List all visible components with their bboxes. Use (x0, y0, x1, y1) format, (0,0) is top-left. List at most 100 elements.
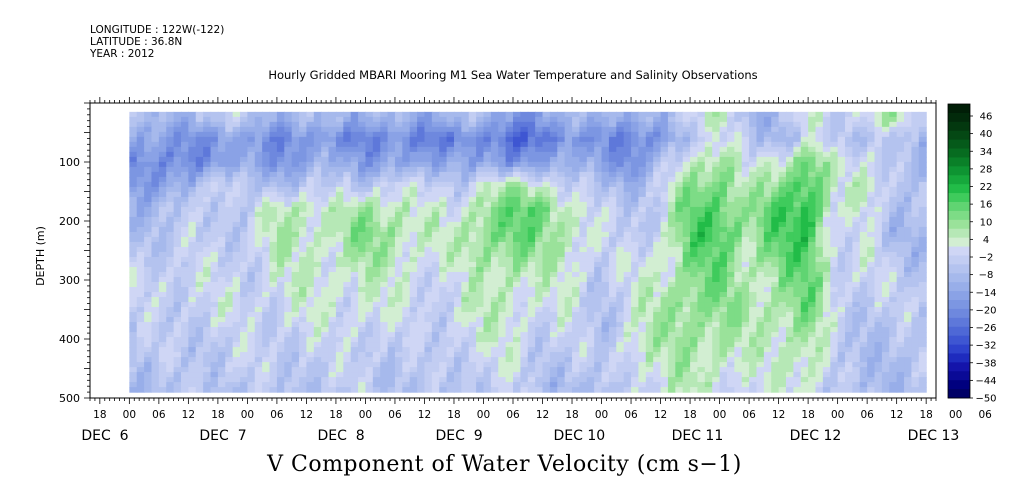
heatmap-cell (262, 136, 271, 143)
heatmap-cell (195, 297, 204, 303)
heatmap-cell (601, 256, 610, 263)
heatmap-cell (586, 166, 595, 173)
heatmap-cell (800, 312, 809, 318)
heatmap-cell (328, 166, 337, 173)
heatmap-cell (557, 136, 566, 143)
heatmap-cell (889, 297, 898, 303)
heatmap-cell (372, 241, 381, 248)
heatmap-cell (756, 126, 765, 133)
heatmap-cell (697, 302, 706, 308)
heatmap-cell (129, 317, 138, 323)
heatmap-cell (372, 317, 381, 323)
heatmap-cell (424, 151, 433, 158)
heatmap-cell (653, 186, 662, 193)
heatmap-cell (623, 176, 632, 183)
heatmap-cell (616, 141, 625, 148)
heatmap-cell (476, 307, 485, 313)
heatmap-cell (505, 121, 514, 128)
heatmap-cell (682, 161, 691, 168)
heatmap-cell (321, 171, 330, 178)
heatmap-cell (741, 206, 750, 213)
heatmap-cell (675, 241, 684, 248)
heatmap-cell (741, 292, 750, 298)
heatmap-cell (505, 141, 514, 148)
heatmap-cell (350, 277, 359, 283)
heatmap-cell (269, 206, 278, 213)
heatmap-cell (653, 337, 662, 343)
heatmap-cell (195, 312, 204, 318)
heatmap-cell (387, 206, 396, 213)
heatmap-cell (232, 271, 241, 278)
heatmap-cell (572, 196, 580, 203)
heatmap-cell (594, 166, 603, 173)
heatmap-cell (601, 116, 610, 123)
heatmap-cell (771, 277, 780, 283)
heatmap-cell (387, 216, 396, 223)
heatmap-cell (845, 161, 853, 168)
heatmap-cell (697, 211, 706, 218)
heatmap-cell (830, 282, 839, 288)
heatmap-cell (387, 126, 396, 133)
heatmap-cell (594, 186, 603, 193)
heatmap-cell (697, 271, 706, 278)
heatmap-cell (800, 201, 809, 208)
heatmap-cell (240, 337, 248, 343)
heatmap-cell (321, 201, 330, 208)
heatmap-cell (431, 201, 440, 208)
heatmap-cell (734, 266, 743, 273)
heatmap-cell (468, 261, 477, 268)
heatmap-cell (520, 256, 529, 263)
heatmap-cell (719, 251, 728, 258)
heatmap-cell (513, 261, 521, 268)
heatmap-cell (881, 171, 890, 178)
heatmap-cell (299, 181, 308, 188)
heatmap-cell (380, 131, 389, 138)
heatmap-cell (498, 307, 507, 313)
heatmap-cell (859, 241, 868, 248)
heatmap-cell (889, 211, 898, 218)
heatmap-cell (358, 131, 367, 138)
heatmap-cell (195, 126, 204, 133)
heatmap-cell (144, 342, 153, 348)
heatmap-cell (527, 111, 536, 118)
heatmap-cell (498, 211, 507, 218)
heatmap-cell (704, 191, 713, 198)
heatmap-cell (365, 236, 374, 243)
heatmap-cell (874, 236, 883, 243)
heatmap-cell (306, 141, 315, 148)
heatmap-cell (712, 332, 721, 338)
heatmap-cell (719, 131, 728, 138)
heatmap-cell (136, 171, 145, 178)
heatmap-cell (306, 307, 315, 313)
heatmap-cell (269, 312, 278, 318)
heatmap-cell (572, 186, 580, 193)
heatmap-cell (431, 221, 440, 228)
heatmap-cell (815, 271, 824, 278)
heatmap-cell (660, 186, 669, 193)
heatmap-cell (254, 287, 263, 293)
heatmap-cell (645, 261, 654, 268)
heatmap-cell (387, 141, 396, 148)
heatmap-cell (483, 302, 492, 308)
heatmap-cell (210, 297, 219, 303)
heatmap-cell (166, 317, 175, 323)
heatmap-cell (144, 116, 153, 123)
heatmap-cell (572, 171, 580, 178)
heatmap-cell (129, 251, 138, 258)
heatmap-cell (859, 226, 868, 233)
heatmap-cell (653, 317, 662, 323)
heatmap-cell (158, 322, 167, 328)
heatmap-cell (505, 241, 514, 248)
heatmap-cell (918, 231, 927, 238)
heatmap-cell (468, 327, 477, 333)
heatmap-cell (254, 151, 263, 158)
heatmap-cell (365, 221, 374, 228)
heatmap-cell (830, 297, 839, 303)
heatmap-cell (601, 307, 610, 313)
heatmap-cell (335, 332, 344, 338)
heatmap-cell (793, 186, 802, 193)
heatmap-cell (461, 261, 470, 268)
heatmap-cell (800, 236, 809, 243)
heatmap-cell (564, 211, 573, 218)
heatmap-cell (321, 317, 330, 323)
